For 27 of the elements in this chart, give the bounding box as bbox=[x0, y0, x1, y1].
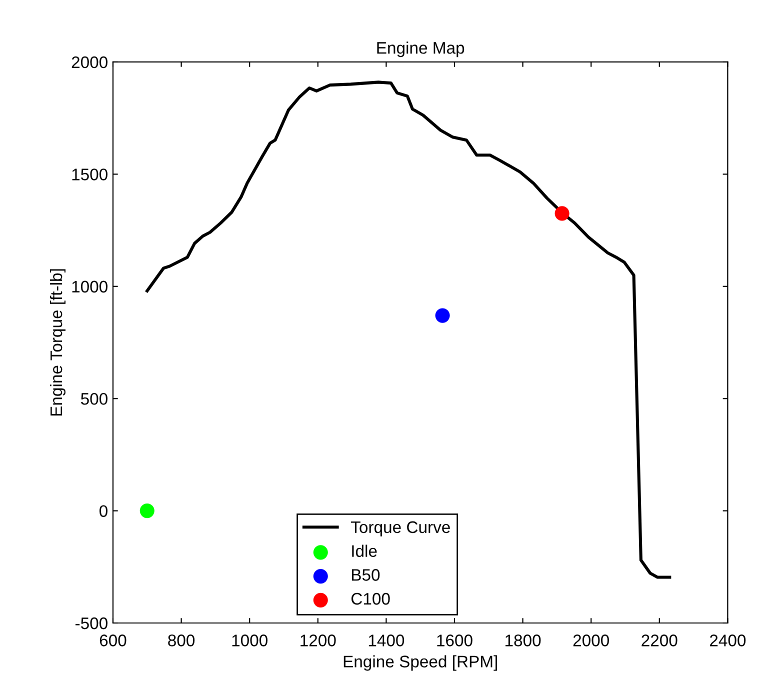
y-tick-label: 2000 bbox=[72, 56, 108, 68]
x-tick-label: 1000 bbox=[232, 634, 268, 646]
x-tick-label: 1400 bbox=[368, 634, 404, 646]
point bbox=[435, 308, 450, 323]
x-tick-label: 1800 bbox=[506, 634, 541, 646]
point bbox=[140, 504, 154, 518]
y-axis-title: Engine Torque [ft-lb] bbox=[50, 269, 66, 416]
y-tick-label: -500 bbox=[76, 617, 108, 630]
point bbox=[554, 206, 570, 221]
legend-label: C100 bbox=[351, 592, 390, 605]
x-tick-label: 800 bbox=[168, 634, 195, 646]
x-axis-title: Engine Speed [RPM] bbox=[344, 655, 497, 671]
legend-label: Torque Curve bbox=[351, 521, 450, 536]
line-series bbox=[146, 80, 672, 579]
x-tick-label: 2000 bbox=[573, 634, 609, 646]
y-tick-label: 500 bbox=[80, 392, 108, 405]
x-tick-label: 600 bbox=[100, 634, 126, 646]
y-tick-label: 1500 bbox=[72, 168, 108, 180]
legend-label: Idle bbox=[352, 544, 377, 557]
y-tick-label: 0 bbox=[100, 505, 108, 517]
x-tick-label: 1200 bbox=[300, 634, 336, 646]
legend-label: B50 bbox=[352, 569, 380, 581]
x-tick-label: 2200 bbox=[642, 634, 678, 646]
x-tick-label: 2400 bbox=[710, 634, 746, 646]
x-tick-label: 1600 bbox=[437, 634, 472, 646]
y-tick-label: 1000 bbox=[72, 280, 108, 293]
chart-title: Engine Map bbox=[377, 42, 464, 58]
